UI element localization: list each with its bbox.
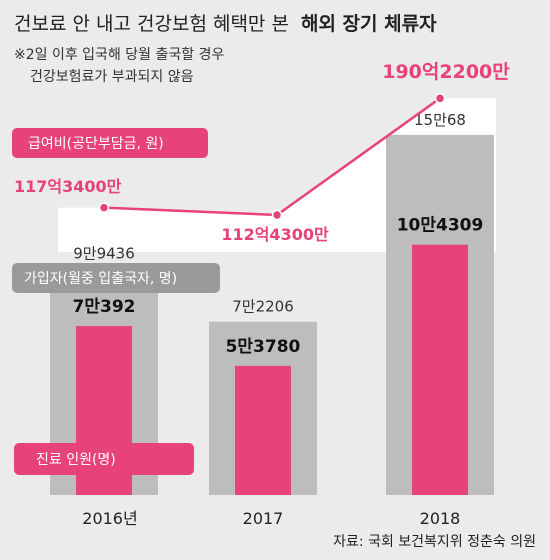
bar-group: 9만9436 7만392 7만2206 5만3780 15만68 10만4309	[50, 111, 494, 496]
benefit-point	[271, 209, 283, 221]
subscriber-value-label: 9만9436	[73, 244, 135, 262]
note-line-2: 건강보험료가 부과되지 않음	[30, 69, 194, 85]
legend-subscribers-box	[12, 263, 220, 293]
legend-benefit: 급여비(공단부담금, 원)	[12, 128, 208, 158]
chart-title-main: 건보료 안 내고 건강보험 혜택만 본	[14, 13, 289, 35]
patient-value-label: 10만4309	[397, 216, 484, 236]
source-note: 자료: 국회 보건복지위 정춘숙 의원	[333, 534, 536, 550]
chart-title: 건보료 안 내고 건강보험 혜택만 본 해외 장기 체류자	[14, 13, 437, 35]
legend-benefit-label: 급여비(공단부담금, 원)	[28, 136, 164, 152]
x-axis-labels: 2016년 2017 2018	[82, 509, 460, 528]
x-tick-label: 2016년	[82, 509, 137, 528]
x-tick-label: 2018	[420, 509, 461, 528]
benefit-point	[434, 93, 446, 104]
legend-benefit-box	[12, 128, 208, 158]
patient-bar	[412, 244, 468, 495]
legend-patients-box	[14, 443, 194, 475]
line-series: 117억3400만 112억4300만 190억2200만	[14, 61, 510, 244]
legend-patients-label: 진료 인원(명)	[36, 452, 116, 468]
benefit-value-label: 190억2200만	[382, 61, 510, 83]
patient-value-label: 7만392	[73, 297, 136, 317]
legend-patients: 진료 인원(명)	[14, 443, 194, 475]
patient-bar	[235, 365, 291, 495]
legend-subscribers: 가입자(월중 입출국자, 명)	[12, 263, 220, 293]
benefit-point	[98, 202, 110, 213]
subscriber-value-label: 15만68	[414, 111, 466, 129]
patient-value-label: 5만3780	[226, 337, 301, 357]
chart-title-bold: 해외 장기 체류자	[301, 13, 437, 35]
subscriber-value-label: 7만2206	[232, 298, 294, 316]
benefit-value-label: 117억3400만	[14, 177, 122, 196]
x-tick-label: 2017	[243, 509, 284, 528]
legend-subscribers-label: 가입자(월중 입출국자, 명)	[24, 271, 177, 287]
benefit-value-label: 112억4300만	[221, 225, 329, 244]
note-line-1: ※2일 이후 입국해 당월 출국할 경우	[14, 47, 224, 63]
